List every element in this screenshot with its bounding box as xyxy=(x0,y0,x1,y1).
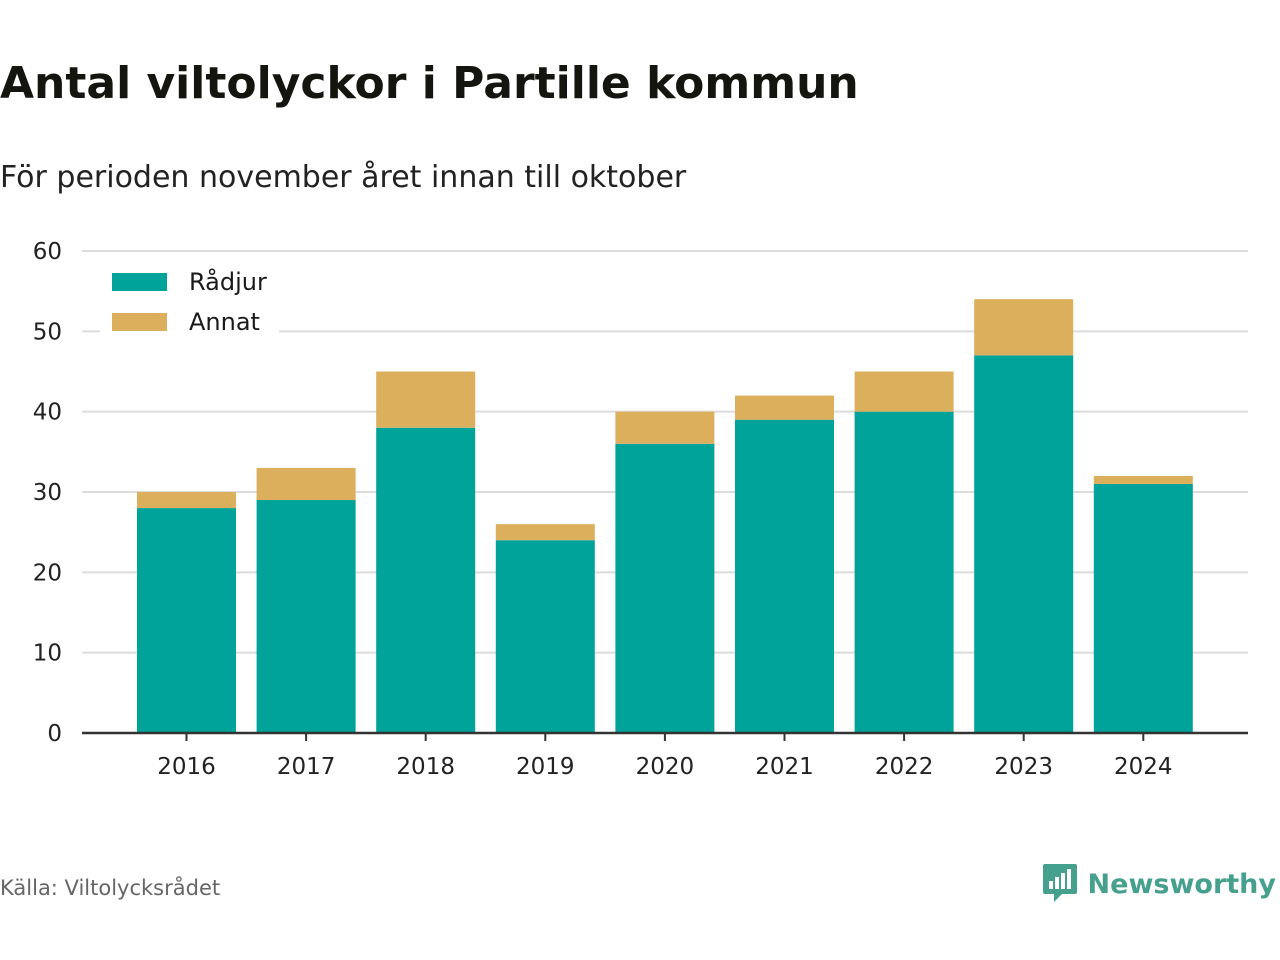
bars xyxy=(137,299,1193,733)
bar-2020-annat xyxy=(615,411,715,444)
bar-2022-annat xyxy=(854,371,954,412)
brand-logo[interactable]: Newsworthy xyxy=(1042,862,1276,906)
x-tick-label: 2022 xyxy=(875,754,934,780)
y-tick-label: 40 xyxy=(33,400,62,426)
bar-2024-radjur xyxy=(1093,483,1193,733)
chart-subtitle: För perioden november året innan till ok… xyxy=(0,160,687,195)
bar-2018-radjur xyxy=(376,427,476,733)
stacked-bar-chart: 0 10 20 30 40 50 60 2016 2017 2018 2019 2020 2021 202… xyxy=(33,239,1248,780)
x-tick-label: 2024 xyxy=(1114,754,1173,780)
bar-2021-annat xyxy=(735,395,834,420)
y-tick-label: 50 xyxy=(33,319,62,345)
y-tick-label: 20 xyxy=(33,560,62,586)
legend-label-annat: Annat xyxy=(189,308,260,336)
bar-2020-radjur xyxy=(615,443,715,733)
legend-item-annat: Annat xyxy=(112,302,267,342)
source-note: Källa: Viltolycksrådet xyxy=(0,876,221,900)
bar-2022-radjur xyxy=(854,411,954,733)
x-tick-label: 2016 xyxy=(157,754,216,780)
bar-2019-radjur xyxy=(495,540,595,733)
brand-name: Newsworthy xyxy=(1087,868,1276,900)
bar-2023-radjur xyxy=(974,355,1074,733)
y-tick-label: 60 xyxy=(33,239,62,265)
y-tick-label: 0 xyxy=(47,721,62,747)
bar-2016-annat xyxy=(137,492,236,509)
bar-2018-annat xyxy=(376,371,476,428)
legend-swatch-annat xyxy=(112,313,167,331)
bar-2017-radjur xyxy=(256,500,356,733)
x-tick-label: 2020 xyxy=(636,754,695,780)
y-tick-label: 10 xyxy=(33,641,62,667)
x-tick-label: 2021 xyxy=(755,754,814,780)
x-tick-label: 2023 xyxy=(994,754,1053,780)
bar-2024-annat xyxy=(1093,475,1193,484)
legend-swatch-radjur xyxy=(112,273,167,291)
x-tick-label: 2019 xyxy=(516,754,575,780)
bar-2021-radjur xyxy=(735,419,834,733)
chart-legend: Rådjur Annat xyxy=(100,256,279,346)
bar-2023-annat xyxy=(974,299,1074,356)
legend-item-radjur: Rådjur xyxy=(112,262,267,302)
x-tick-label: 2017 xyxy=(277,754,336,780)
x-tick-label: 2018 xyxy=(396,754,455,780)
y-tick-label: 30 xyxy=(33,480,62,506)
legend-label-radjur: Rådjur xyxy=(189,268,267,296)
bar-2016-radjur xyxy=(137,508,236,733)
chart-title: Antal viltolyckor i Partille kommun xyxy=(0,58,859,109)
bar-2017-annat xyxy=(256,467,356,501)
newsworthy-logo-icon xyxy=(1042,864,1077,902)
bar-2019-annat xyxy=(495,524,595,541)
axes: 0 10 20 30 40 50 60 2016 2017 2018 2019 2020 2021 202… xyxy=(33,239,1248,780)
